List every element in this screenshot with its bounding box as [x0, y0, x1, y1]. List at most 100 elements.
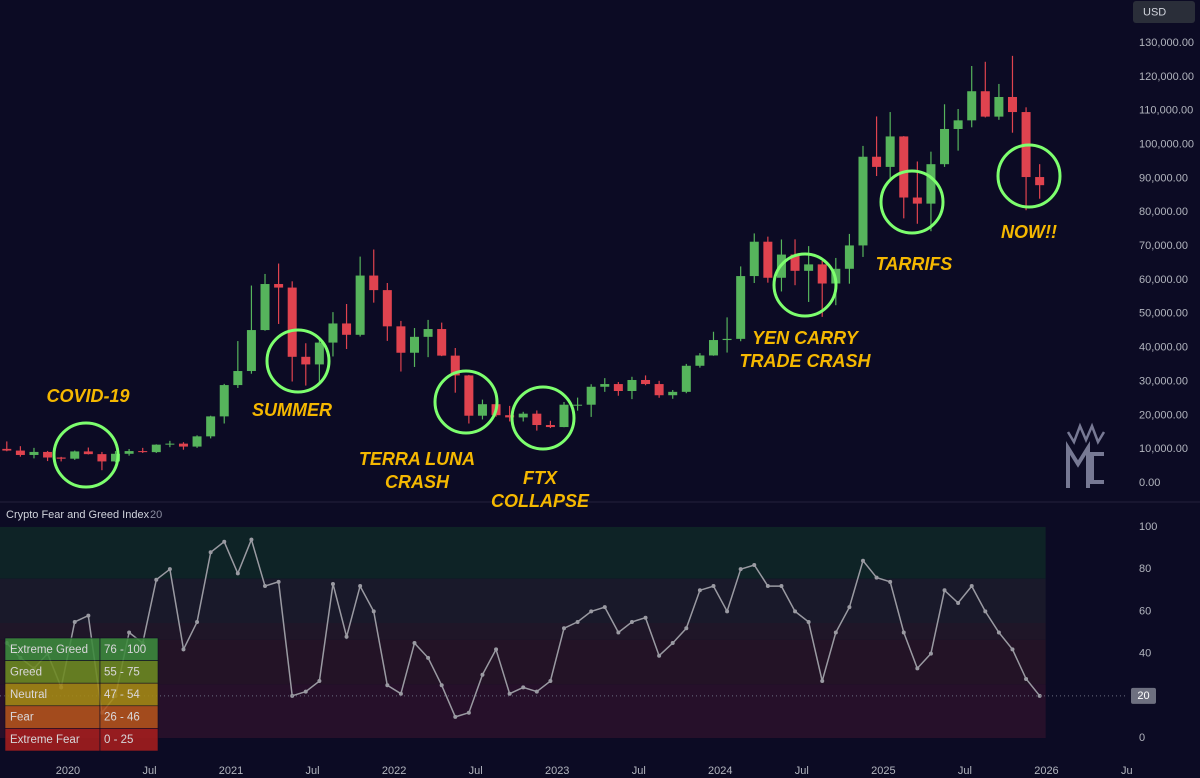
index-point: [412, 641, 417, 646]
index-point: [793, 609, 798, 614]
annotations: COVID-19 SUMMER TERRA LUNA CRASH FTX COLLAPSE…: [46, 143, 1062, 511]
candle-body: [790, 254, 800, 271]
index-point: [711, 584, 716, 589]
index-point: [575, 619, 580, 624]
last-value-badge: [1131, 687, 1156, 704]
candle-body: [518, 413, 528, 418]
annotation: FTX: [523, 468, 558, 488]
candle-body: [246, 330, 256, 372]
highlight-circle: [265, 328, 331, 394]
zone-bands: [0, 526, 1046, 739]
candle-body: [613, 384, 623, 391]
y-tick-label: 80: [1139, 563, 1151, 575]
candle-body: [940, 128, 950, 165]
candle-body: [83, 451, 93, 455]
candle-body: [15, 450, 25, 455]
candle-body: [464, 375, 474, 416]
candle-body: [151, 444, 161, 453]
x-tick-label: Jul: [306, 765, 320, 777]
y-tick-label: 70,000.00: [1139, 240, 1188, 252]
candle-body: [1035, 177, 1045, 186]
index-point: [820, 679, 825, 684]
index-point: [249, 537, 254, 542]
candle-body: [450, 355, 460, 376]
candle-body: [953, 120, 963, 129]
index-point: [154, 577, 159, 582]
y-tick-label: 100: [1139, 521, 1157, 533]
zone-band: [0, 578, 1046, 624]
index-point: [371, 609, 376, 614]
y-tick-label: 0: [1139, 732, 1145, 744]
candle-body: [586, 386, 596, 405]
zone-range: 55 - 75: [104, 666, 140, 678]
candle-body: [1007, 96, 1017, 113]
candle-body: [396, 326, 406, 353]
index-point: [738, 567, 743, 572]
index-point: [235, 571, 240, 576]
candle-body: [342, 323, 352, 335]
candle-body: [165, 443, 175, 445]
x-tick-label: 2023: [545, 765, 569, 777]
candle-body: [314, 342, 324, 365]
candle-body: [844, 245, 854, 269]
y-tick-label: 50,000.00: [1139, 308, 1188, 320]
index-point: [466, 710, 471, 715]
currency: USD: [1143, 6, 1166, 18]
candle-body: [2, 448, 12, 451]
candle-body: [369, 275, 379, 291]
candle-body: [70, 451, 80, 459]
index-point: [602, 605, 607, 610]
index-point: [616, 630, 621, 635]
y-tick-label: 0.00: [1139, 477, 1160, 489]
candle-body: [192, 436, 202, 447]
x-tick-label: 2025: [871, 765, 895, 777]
index-point: [589, 609, 594, 614]
zone-band: [0, 684, 1046, 739]
index-point: [942, 588, 947, 593]
x-tick-label: 2022: [382, 765, 406, 777]
highlight-circle: [510, 385, 576, 451]
candle-body: [382, 290, 392, 327]
index-point: [330, 581, 335, 586]
candle-body: [219, 385, 229, 417]
candle-body: [43, 451, 53, 458]
candle-body: [233, 371, 243, 386]
index-point: [507, 691, 512, 696]
index-point: [398, 691, 403, 696]
index-point: [439, 683, 444, 688]
candle-body: [573, 404, 583, 406]
candle-body: [260, 284, 270, 331]
candle-body: [804, 264, 814, 271]
x-tick-label: Jul: [958, 765, 972, 777]
index-point: [263, 584, 268, 589]
candle-body: [97, 454, 107, 462]
candle-body: [654, 384, 664, 396]
index-point: [181, 647, 186, 652]
index-point: [453, 714, 458, 719]
candle-body: [926, 164, 936, 204]
index-point: [344, 634, 349, 639]
highlight-circle: [996, 143, 1062, 209]
x-tick-label: 2021: [219, 765, 243, 777]
annotation: NOW!!: [1001, 222, 1057, 242]
candle-body: [545, 425, 555, 428]
annotation: TRADE CRASH: [739, 351, 871, 371]
candle-body: [111, 453, 121, 462]
y-tick-label: 130,000.00: [1139, 37, 1194, 49]
candle-body: [885, 136, 895, 167]
index-point: [72, 619, 77, 624]
index-point: [1024, 676, 1029, 681]
y-tick-label: 120,000.00: [1139, 71, 1194, 83]
index-point: [534, 689, 539, 694]
candle-body: [600, 384, 610, 387]
logo: [1066, 422, 1106, 488]
candle-body: [206, 416, 216, 437]
index-point: [1010, 647, 1015, 652]
zone-name: Greed: [10, 666, 42, 678]
index-point: [847, 605, 852, 610]
zone-name: Extreme Fear: [10, 734, 80, 746]
index-point: [494, 647, 499, 652]
candle-body: [532, 413, 542, 426]
index-point: [779, 584, 784, 589]
